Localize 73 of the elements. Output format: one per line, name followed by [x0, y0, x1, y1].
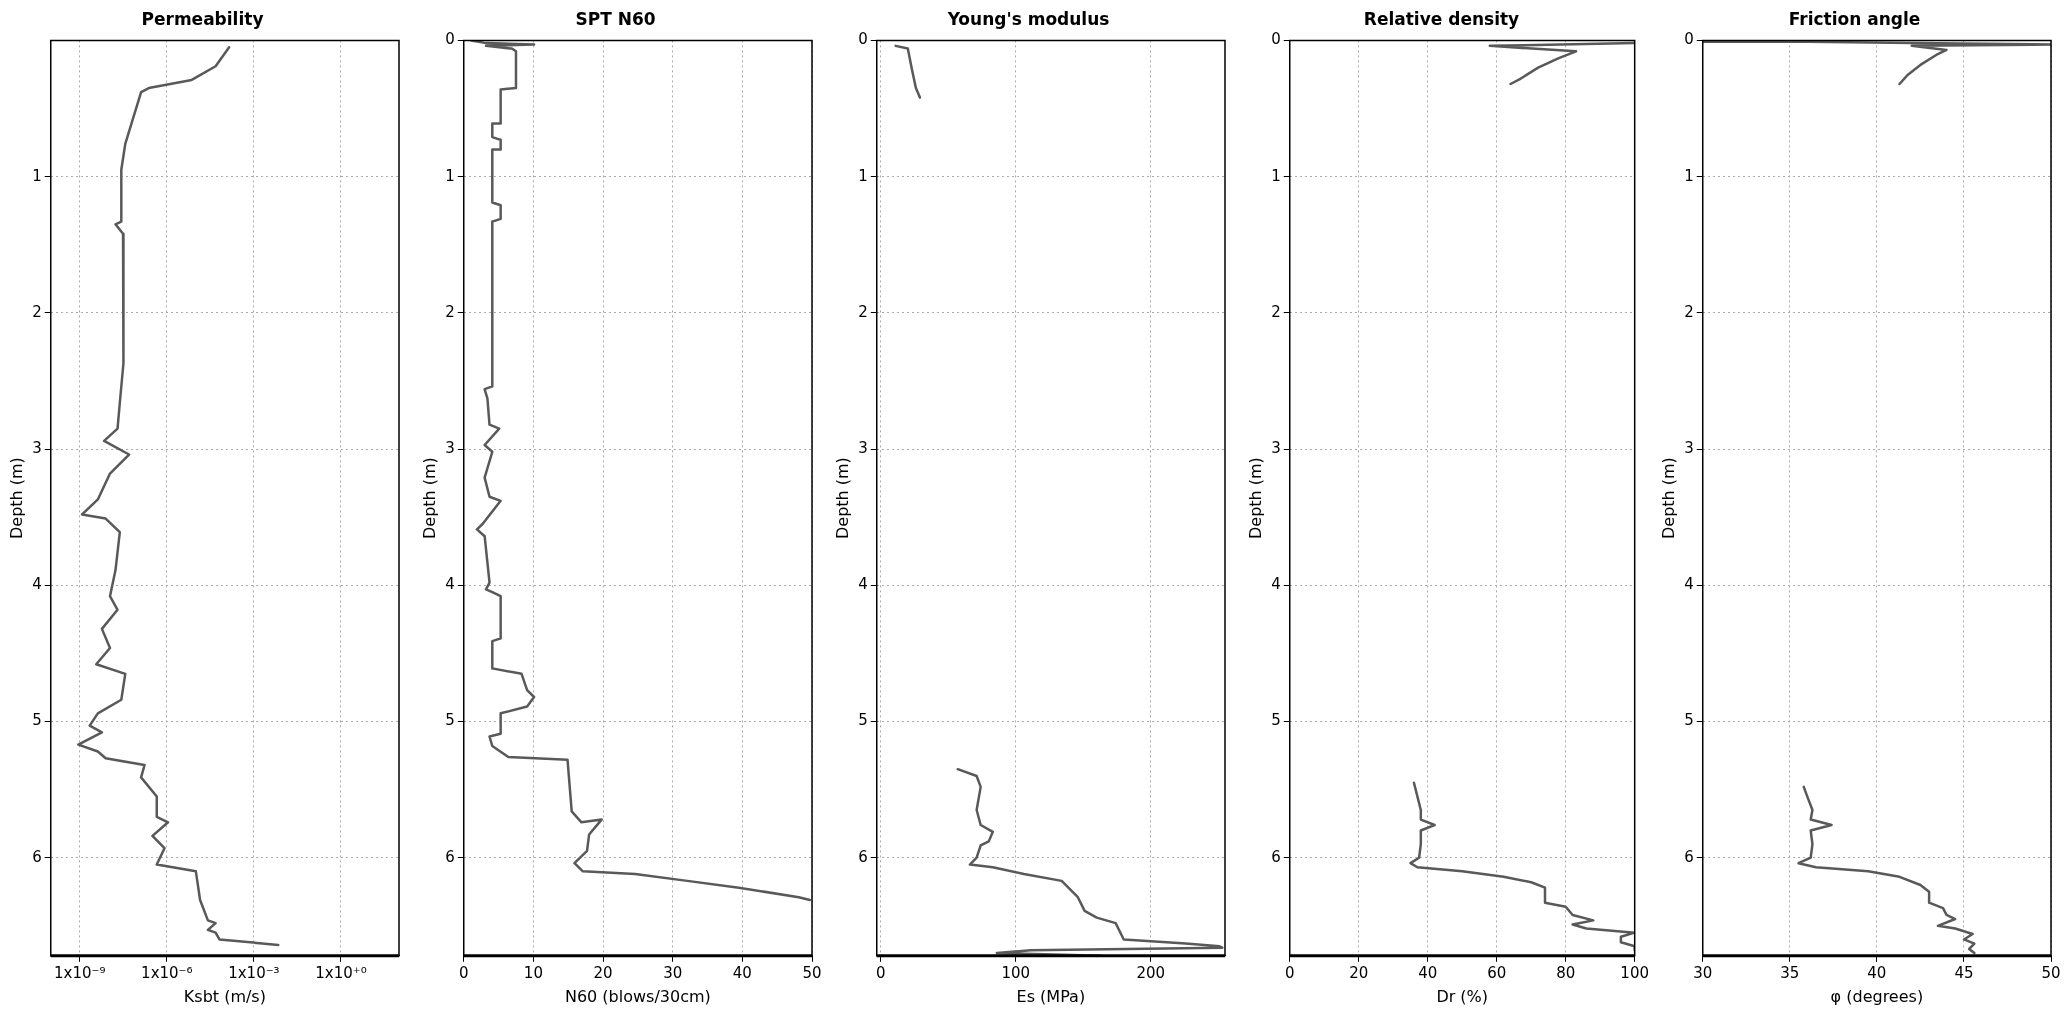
y-tick-label: 6	[1271, 847, 1281, 866]
x-tick-label: 1x10⁻⁶	[141, 963, 193, 982]
x-tick-label: 10	[523, 963, 543, 982]
x-tick-label: 30	[663, 963, 683, 982]
chart-title: Young's modulus	[946, 8, 1110, 29]
y-tick-label: 0	[1684, 30, 1694, 49]
y-tick-label: 2	[1271, 302, 1281, 321]
y-tick-label: 0	[445, 30, 455, 49]
y-tick-label: 2	[445, 302, 455, 321]
x-tick-label: 50	[2041, 963, 2061, 982]
y-tick-label: 5	[858, 711, 868, 730]
y-tick-label: 0	[858, 30, 868, 49]
y-tick-label: 6	[858, 847, 868, 866]
y-tick-label: 1	[445, 166, 455, 185]
y-axis-title: Depth (m)	[6, 457, 26, 540]
y-axis-title: Depth (m)	[1245, 457, 1265, 540]
x-tick-label: 50	[802, 963, 822, 982]
y-tick-label: 1	[858, 166, 868, 185]
y-tick-label: 1	[1684, 166, 1694, 185]
chart-title: SPT N60	[575, 8, 656, 29]
x-tick-label: 80	[1556, 963, 1576, 982]
y-tick-label: 3	[1271, 438, 1281, 457]
y-tick-label: 4	[32, 575, 42, 594]
x-axis-title: Es (MPa)	[1016, 986, 1086, 1006]
x-tick-label: 1x10⁺⁰	[315, 963, 367, 982]
x-tick-label: 100	[1620, 963, 1650, 982]
x-tick-label: 0	[1284, 963, 1295, 982]
y-axis-title: Depth (m)	[1658, 457, 1678, 540]
y-tick-label: 5	[445, 711, 455, 730]
y-tick-label: 5	[1271, 711, 1281, 730]
y-tick-label: 3	[858, 438, 868, 457]
x-axis-title: N60 (blows/30cm)	[564, 986, 711, 1006]
x-axis-title: Dr (%)	[1436, 986, 1489, 1006]
x-tick-label: 40	[732, 963, 752, 982]
y-tick-label: 0	[1271, 30, 1281, 49]
y-tick-label: 3	[445, 438, 455, 457]
y-tick-label: 2	[858, 302, 868, 321]
chart-title: Permeability	[141, 8, 264, 29]
x-tick-label: 200	[1136, 963, 1166, 982]
y-tick-label: 2	[32, 302, 42, 321]
x-tick-label: 45	[1954, 963, 1974, 982]
y-tick-label: 6	[32, 847, 42, 866]
x-tick-label: 1x10⁻³	[228, 963, 280, 982]
y-tick-label: 6	[1684, 847, 1694, 866]
x-tick-label: 1x10⁻⁹	[54, 963, 106, 982]
x-tick-label: 20	[1349, 963, 1369, 982]
x-axis-title: Ksbt (m/s)	[183, 986, 266, 1006]
x-tick-label: 30	[1693, 963, 1713, 982]
chart-title: Relative density	[1363, 8, 1520, 29]
y-axis-title: Depth (m)	[419, 457, 439, 540]
y-tick-label: 4	[858, 575, 868, 594]
x-tick-label: 20	[593, 963, 613, 982]
y-tick-label: 3	[32, 438, 42, 457]
y-tick-label: 2	[1684, 302, 1694, 321]
x-tick-label: 40	[1418, 963, 1438, 982]
x-tick-label: 40	[1867, 963, 1887, 982]
y-tick-label: 1	[1271, 166, 1281, 185]
x-tick-label: 60	[1487, 963, 1507, 982]
chart-title: Friction angle	[1788, 8, 1921, 29]
y-tick-label: 4	[1271, 575, 1281, 594]
y-tick-label: 3	[1684, 438, 1694, 457]
y-tick-label: 4	[445, 575, 455, 594]
y-tick-label: 5	[32, 711, 42, 730]
y-tick-label: 6	[445, 847, 455, 866]
y-axis-title: Depth (m)	[832, 457, 852, 540]
x-tick-label: 0	[458, 963, 469, 982]
y-tick-label: 5	[1684, 711, 1694, 730]
x-axis-title: φ (degrees)	[1830, 986, 1924, 1006]
y-tick-label: 4	[1684, 575, 1694, 594]
x-tick-label: 0	[876, 963, 886, 982]
x-tick-label: 35	[1780, 963, 1800, 982]
x-tick-label: 100	[1001, 963, 1031, 982]
y-tick-label: 1	[32, 166, 42, 185]
